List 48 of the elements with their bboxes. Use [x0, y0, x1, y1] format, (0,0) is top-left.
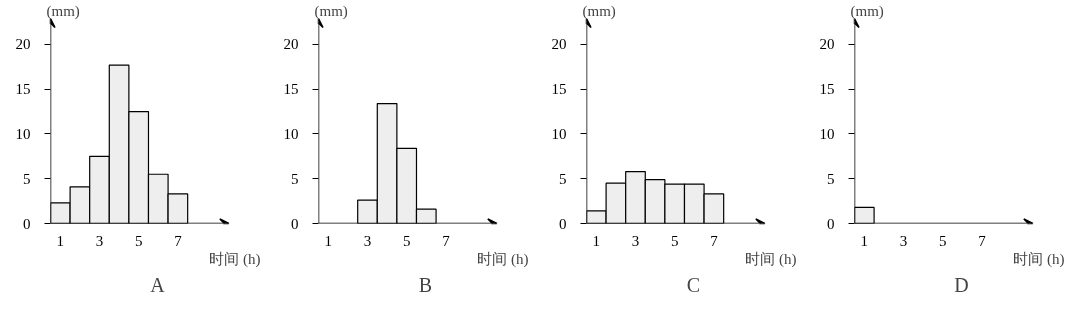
x-tick-label: 5 [134, 232, 143, 249]
y-tick-label: 20 [551, 36, 567, 53]
y-tick-label: 0 [559, 215, 567, 232]
x-tick-label: 5 [938, 232, 947, 249]
y-tick-label: 5 [827, 170, 835, 187]
y-tick-label: 5 [23, 170, 31, 187]
y-tick-label: 15 [551, 81, 567, 98]
y-tick-label: 10 [551, 125, 567, 142]
x-tick-label: 1 [592, 232, 601, 249]
x-tick-label: 3 [899, 232, 908, 249]
x-tick-label: 1 [860, 232, 869, 249]
x-tick-label: 7 [442, 232, 451, 249]
y-tick-label: 0 [827, 215, 835, 232]
y-tick-label: 5 [559, 170, 567, 187]
y-tick-label: 10 [15, 125, 31, 142]
y-tick-label: 15 [283, 81, 299, 98]
x-tick-label: 3 [631, 232, 640, 249]
x-axis-title: 时间 (h) [1013, 250, 1065, 268]
y-tick-label: 0 [23, 215, 31, 232]
y-axis-title: (mm) [314, 2, 348, 20]
x-axis-title: 时间 (h) [745, 250, 797, 268]
x-tick-label: 7 [174, 232, 183, 249]
y-axis-title: (mm) [582, 2, 616, 20]
y-axis-title: (mm) [46, 2, 80, 20]
y-tick-label: 10 [283, 125, 299, 142]
y-tick-label: 0 [291, 215, 299, 232]
y-tick-label: 20 [819, 36, 835, 53]
x-tick-label: 5 [670, 232, 679, 249]
y-tick-label: 20 [283, 36, 299, 53]
y-tick-label: 10 [819, 125, 835, 142]
text: C [686, 273, 701, 296]
text: D [954, 273, 969, 296]
y-tick-label: 15 [819, 81, 835, 98]
x-tick-label: 3 [363, 232, 372, 249]
x-axis-title: 时间 (h) [477, 250, 529, 268]
x-tick-label: 1 [324, 232, 333, 249]
x-tick-label: 7 [978, 232, 987, 249]
y-axis-title: (mm) [850, 2, 884, 20]
x-axis-title: 时间 (h) [209, 250, 261, 268]
y-tick-label: 20 [15, 36, 31, 53]
x-tick-label: 3 [95, 232, 104, 249]
x-tick-label: 1 [56, 232, 65, 249]
text: B [418, 273, 433, 296]
text: A [150, 273, 166, 296]
x-tick-label: 7 [710, 232, 719, 249]
y-tick-label: 15 [15, 81, 31, 98]
x-tick-label: 5 [402, 232, 411, 249]
y-tick-label: 5 [291, 170, 299, 187]
